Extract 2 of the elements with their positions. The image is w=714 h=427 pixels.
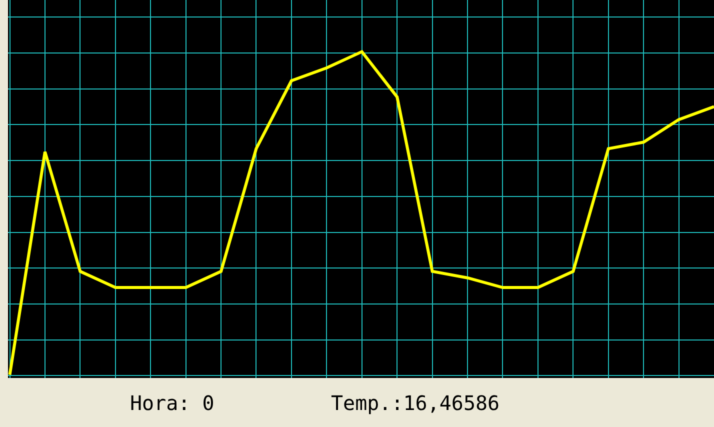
text: Hora: 0: [130, 391, 214, 415]
text: Temp.:16,46586: [331, 391, 500, 415]
